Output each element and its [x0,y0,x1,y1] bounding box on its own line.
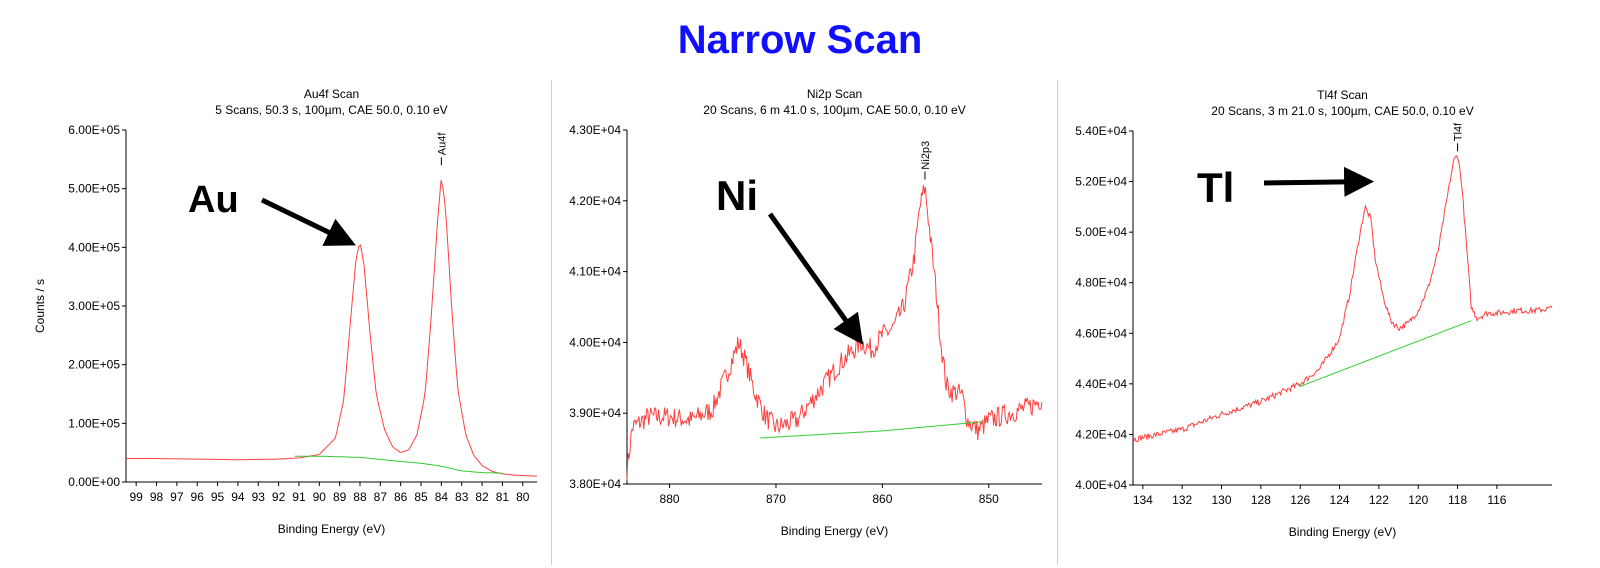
x-tick-label: 128 [1251,493,1271,507]
peak-label: Ni2p3 [920,141,932,170]
element-label: Ni [716,172,758,219]
x-tick-label: 850 [979,492,999,506]
x-axis-label: Binding Energy (eV) [278,522,385,536]
background-line [759,421,984,439]
x-tick-label: 124 [1330,493,1350,507]
y-tick-label: 2.00E+05 [68,358,120,372]
x-axis-label: Binding Energy (eV) [781,524,888,538]
y-tick-label: 4.00E+04 [1075,478,1127,492]
x-tick-label: 880 [660,492,680,506]
y-tick-label: 4.00E+05 [68,240,120,254]
page-title: Narrow Scan [677,18,923,62]
chart-title: Tl4f Scan [1317,88,1368,102]
element-label: Tl [1197,164,1234,211]
x-tick-label: 85 [414,490,428,504]
x-tick-label: 122 [1369,493,1389,507]
x-tick-label: 95 [211,490,225,504]
x-tick-label: 90 [313,490,327,504]
panel-divider [551,80,552,565]
spectrum-line [1132,154,1553,443]
chart-title: Au4f Scan [304,87,359,101]
x-tick-label: 96 [191,490,205,504]
arrow [1263,166,1375,197]
peak-label: Tl4f [1453,122,1465,141]
x-tick-label: 120 [1408,493,1428,507]
x-tick-label: 88 [353,490,367,504]
y-tick-label: 4.60E+04 [1075,326,1127,340]
y-tick-label: 5.40E+04 [1075,124,1127,138]
x-tick-label: 91 [292,490,306,504]
x-tick-label: 134 [1133,493,1153,507]
y-tick-label: 3.00E+05 [68,299,120,313]
background-line [294,455,503,474]
x-axis-label: Binding Energy (eV) [1289,525,1396,539]
y-tick-label: 6.00E+05 [68,123,120,137]
spectrum-line [126,179,537,477]
peak-label: Au4f [436,132,448,156]
x-tick-label: 82 [475,490,489,504]
x-tick-label: 98 [150,490,164,504]
background-line [1300,320,1472,387]
x-tick-label: 97 [170,490,184,504]
chart-subtitle: 5 Scans, 50.3 s, 100µm, CAE 50.0, 0.10 e… [215,103,447,117]
chart-subtitle: 20 Scans, 6 m 41.0 s, 100µm, CAE 50.0, 0… [703,103,965,117]
y-tick-label: 4.20E+04 [569,194,621,208]
y-tick-label: 4.40E+04 [1075,377,1127,391]
y-tick-label: 3.90E+04 [569,406,621,420]
y-axis-label: Counts / s [33,279,47,333]
x-tick-label: 118 [1448,493,1467,507]
x-tick-label: 86 [394,490,408,504]
y-tick-label: 0.00E+00 [68,475,120,489]
x-tick-label: 89 [333,490,347,504]
y-tick-label: 4.30E+04 [569,123,621,137]
x-tick-label: 870 [766,492,786,506]
x-tick-label: 94 [231,490,245,504]
x-tick-label: 126 [1290,493,1310,507]
x-tick-label: 80 [516,490,530,504]
y-tick-label: 4.00E+04 [569,335,621,349]
y-tick-label: 4.10E+04 [569,265,621,279]
y-tick-label: 5.20E+04 [1075,175,1127,189]
y-tick-label: 3.80E+04 [569,477,621,491]
x-tick-label: 116 [1487,493,1506,507]
x-tick-label: 83 [455,490,469,504]
x-tick-label: 130 [1212,493,1232,507]
y-tick-label: 4.80E+04 [1075,276,1127,290]
y-tick-label: 5.00E+05 [68,182,120,196]
x-tick-label: 87 [374,490,388,504]
x-tick-label: 93 [252,490,266,504]
y-tick-label: 4.20E+04 [1075,427,1127,441]
x-tick-label: 92 [272,490,286,504]
arrow [260,197,356,246]
x-tick-label: 84 [435,490,449,504]
element-label: Au [188,179,239,221]
panel-divider [1057,80,1058,565]
y-tick-label: 5.00E+04 [1075,225,1127,239]
x-tick-label: 99 [129,490,143,504]
x-tick-label: 81 [496,490,510,504]
x-tick-label: 132 [1172,493,1192,507]
spectrum-line [626,184,1043,481]
chart-subtitle: 20 Scans, 3 m 21.0 s, 100µm, CAE 50.0, 0… [1211,104,1473,118]
chart-title: Ni2p Scan [807,87,862,101]
arrow [767,212,864,345]
y-tick-label: 1.00E+05 [68,416,120,430]
x-tick-label: 860 [872,492,892,506]
